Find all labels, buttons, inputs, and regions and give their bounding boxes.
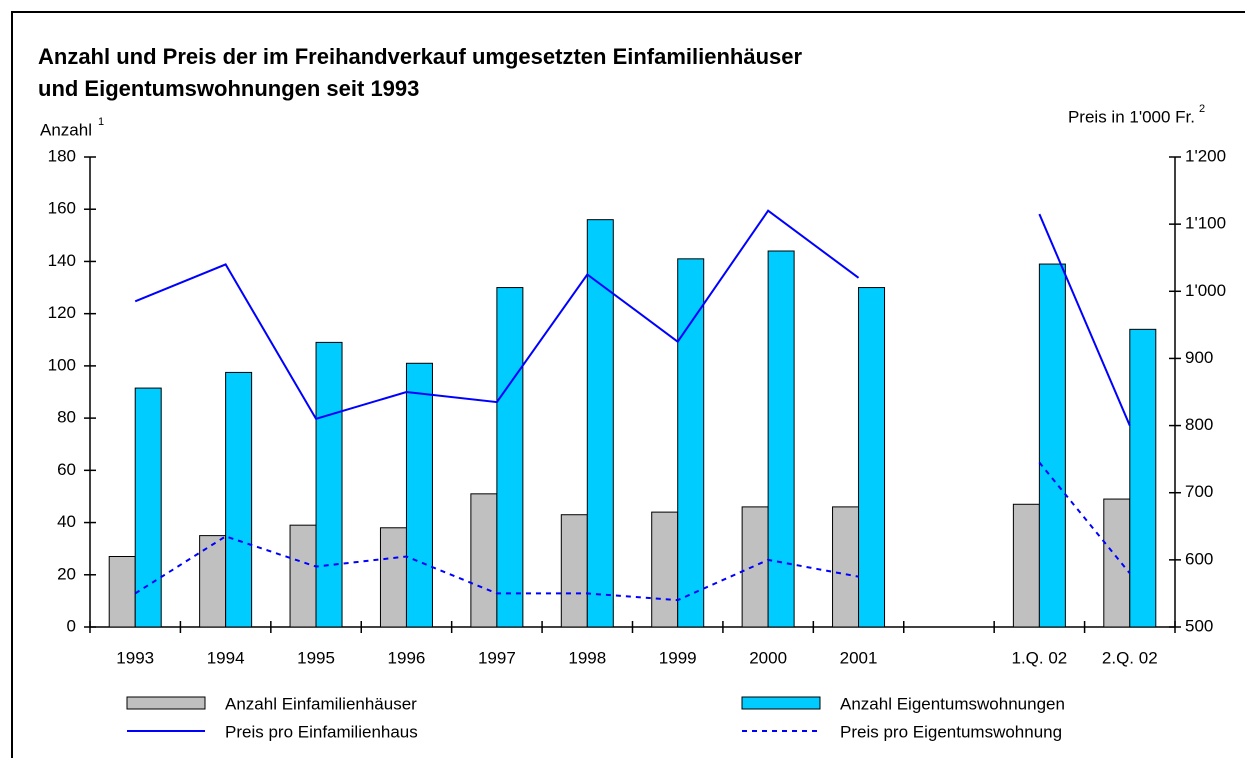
y2-tick-label: 800 [1185,415,1213,434]
bar [1129,328,1157,628]
bar [651,511,679,628]
bar [108,556,136,628]
x-tick-label: 1.Q. 02 [1011,648,1067,667]
chart-title: Anzahl und Preis der im Freihandverkauf … [38,44,803,69]
y2-tick-label: 500 [1185,616,1213,635]
bar [315,341,343,628]
y-tick-label: 120 [48,303,76,322]
bar [199,535,227,628]
bar [379,527,407,628]
x-tick-label: 1993 [116,648,154,667]
y2-tick-label: 1'200 [1185,146,1226,165]
legend-swatch [126,696,206,710]
y-axis-label: Anzahl [40,120,92,139]
x-tick-label: 2000 [749,648,787,667]
bar [767,250,795,628]
y-tick-label: 80 [57,408,76,427]
legend-label: Anzahl Einfamilienhäuser [225,694,417,713]
y2-axis-label: Preis in 1'000 Fr. [1068,107,1195,126]
legend-swatch [741,696,821,710]
line [134,535,859,602]
legend-label: Preis pro Eigentumswohnung [840,722,1062,741]
y-tick-label: 60 [57,460,76,479]
x-tick-label: 1998 [568,648,606,667]
y2-tick-label: 600 [1185,549,1213,568]
x-tick-label: 1996 [388,648,426,667]
x-tick-label: 1994 [207,648,245,667]
bar [289,524,317,628]
bar [677,258,705,628]
line [1038,461,1131,574]
line [1038,213,1131,426]
y2-axis-label-note: 2 [1199,103,1205,115]
y-tick-label: 140 [48,251,76,270]
bar [1012,503,1040,628]
x-tick-label: 1997 [478,648,516,667]
bar [832,506,860,628]
bar [405,362,433,628]
bar [496,287,524,628]
y2-tick-label: 1'000 [1185,281,1226,300]
legend-label: Anzahl Eigentumswohnungen [840,694,1065,713]
bar [470,493,498,628]
y-axis-label-note: 1 [98,116,104,128]
legend-label: Preis pro Einfamilienhaus [225,722,418,741]
y2-tick-label: 900 [1185,348,1213,367]
bar [858,287,886,628]
bar [1038,263,1066,628]
bar [741,506,769,628]
y-tick-label: 160 [48,199,76,218]
y-tick-label: 40 [57,512,76,531]
y-tick-label: 0 [67,616,76,635]
x-tick-label: 1995 [297,648,335,667]
y-tick-label: 180 [48,146,76,165]
bar [225,371,253,628]
chart-title: und Eigentumswohnungen seit 1993 [38,76,419,101]
bar [560,514,588,628]
bar [586,219,614,628]
bar [134,387,162,628]
bar [1103,498,1131,628]
y-tick-label: 20 [57,564,76,583]
y2-tick-label: 700 [1185,482,1213,501]
x-tick-label: 1999 [659,648,697,667]
y-tick-label: 100 [48,355,76,374]
line [134,209,860,421]
x-tick-label: 2001 [840,648,878,667]
x-tick-label: 2.Q. 02 [1102,648,1158,667]
y2-tick-label: 1'100 [1185,214,1226,233]
frame [11,11,1245,758]
